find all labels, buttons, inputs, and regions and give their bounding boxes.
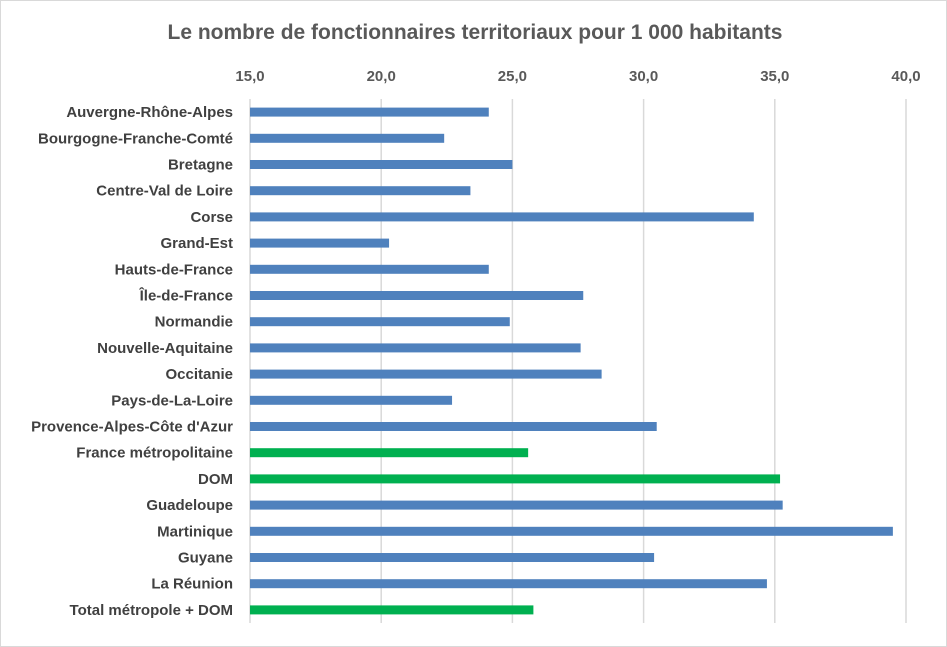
x-tick-label: 15,0	[235, 68, 264, 85]
gridlines	[249, 99, 907, 623]
bar	[250, 160, 513, 169]
bar	[250, 133, 445, 143]
bar	[250, 186, 471, 196]
category-label: Hauts-de-France	[115, 261, 233, 278]
category-label: La Réunion	[151, 576, 233, 593]
category-label: Bretagne	[168, 157, 233, 174]
bar	[250, 343, 581, 353]
category-label: Guyane	[178, 550, 233, 567]
category-label: Guadeloupe	[146, 497, 233, 514]
category-label: Île-de-France	[139, 287, 233, 305]
bar	[250, 238, 390, 248]
bar	[250, 500, 783, 510]
bars	[250, 107, 893, 615]
bar	[250, 264, 489, 274]
category-label: Pays-de-La-Loire	[111, 392, 233, 409]
bar	[250, 317, 510, 327]
bar	[250, 369, 602, 379]
category-label: Grand-Est	[160, 235, 233, 252]
x-tick-label: 30,0	[629, 68, 658, 85]
bar	[250, 422, 657, 431]
category-label: Total métropole + DOM	[70, 602, 233, 619]
bar	[250, 107, 489, 117]
category-label: Auvergne-Rhône-Alpes	[66, 104, 233, 121]
bar	[250, 395, 453, 405]
bar	[250, 448, 529, 458]
category-labels: Auvergne-Rhône-Alpes Bourgogne-Franche-Co…	[31, 104, 233, 619]
bar	[250, 605, 534, 615]
category-label: Nouvelle-Aquitaine	[97, 340, 233, 357]
category-label: Centre-Val de Loire	[96, 183, 233, 200]
category-label: Bourgogne-Franche-Comté	[38, 130, 233, 147]
bar	[250, 474, 781, 484]
bar	[250, 291, 584, 300]
category-label: Normandie	[155, 314, 233, 331]
category-label: Provence-Alpes-Côte d'Azur	[31, 419, 233, 436]
category-label: Martinique	[157, 523, 233, 540]
x-tick-label: 25,0	[498, 68, 527, 85]
bar	[250, 553, 655, 562]
bar	[250, 579, 767, 589]
category-label: Occitanie	[165, 366, 233, 383]
chart-title: Le nombre de fonctionnaires territoriaux…	[168, 21, 783, 44]
x-tick-label: 20,0	[367, 68, 396, 85]
category-label: Corse	[190, 209, 233, 226]
category-label: DOM	[198, 471, 233, 488]
x-tick-label: 40,0	[891, 68, 920, 85]
x-tick-label: 35,0	[760, 68, 789, 85]
x-axis-ticks: 15,0 20,0 25,0 30,0 35,0 40,0	[235, 68, 920, 85]
bar	[250, 212, 754, 222]
bar	[250, 526, 893, 536]
category-label: France métropolitaine	[76, 445, 233, 462]
